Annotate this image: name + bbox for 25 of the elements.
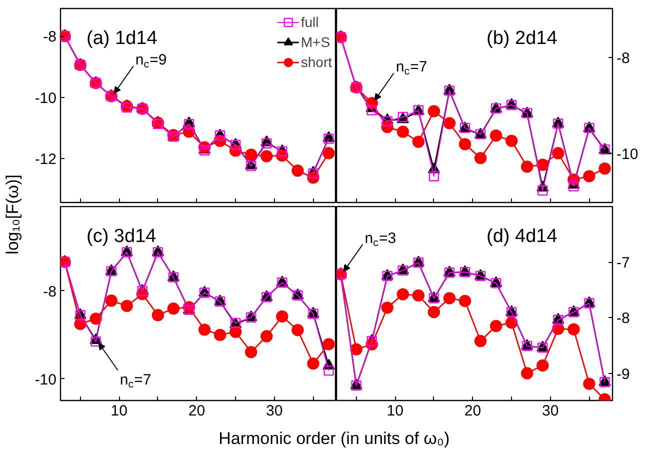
y-tick-label: -10 xyxy=(34,90,57,107)
x-tick-label: 30 xyxy=(266,402,283,420)
text: (d) 4d14 xyxy=(486,226,558,247)
x-axis-title: Harmonic order (in units of ω₀) xyxy=(218,429,450,448)
x-tick-label: 30 xyxy=(542,402,559,420)
y-tick-label: -8 xyxy=(43,28,57,46)
x-tick-label: 20 xyxy=(464,402,482,420)
x-tick-label: 10 xyxy=(110,402,128,420)
y-tick-label: -8 xyxy=(43,283,57,300)
y-tick-label: -12 xyxy=(34,151,57,168)
y-tick-label: -10 xyxy=(616,146,638,163)
y-tick-label: -8 xyxy=(616,50,630,68)
y-tick-label: -10 xyxy=(34,371,57,388)
y-tick-label: -8 xyxy=(616,310,630,328)
legend-label: full xyxy=(300,14,320,30)
y-axis-title: log₁₀[F(ω)] xyxy=(3,174,22,254)
y-tick-label: -7 xyxy=(616,254,630,272)
x-tick-label: 10 xyxy=(386,402,404,420)
legend-label: M+S xyxy=(300,34,330,50)
text: (a) 1d14 xyxy=(86,28,158,49)
y-tick-label: -9 xyxy=(616,366,630,383)
legend-label: short xyxy=(300,54,332,70)
text: (c) 3d14 xyxy=(86,226,157,247)
x-tick-label: 20 xyxy=(188,402,206,420)
text: (b) 2d14 xyxy=(486,28,558,49)
